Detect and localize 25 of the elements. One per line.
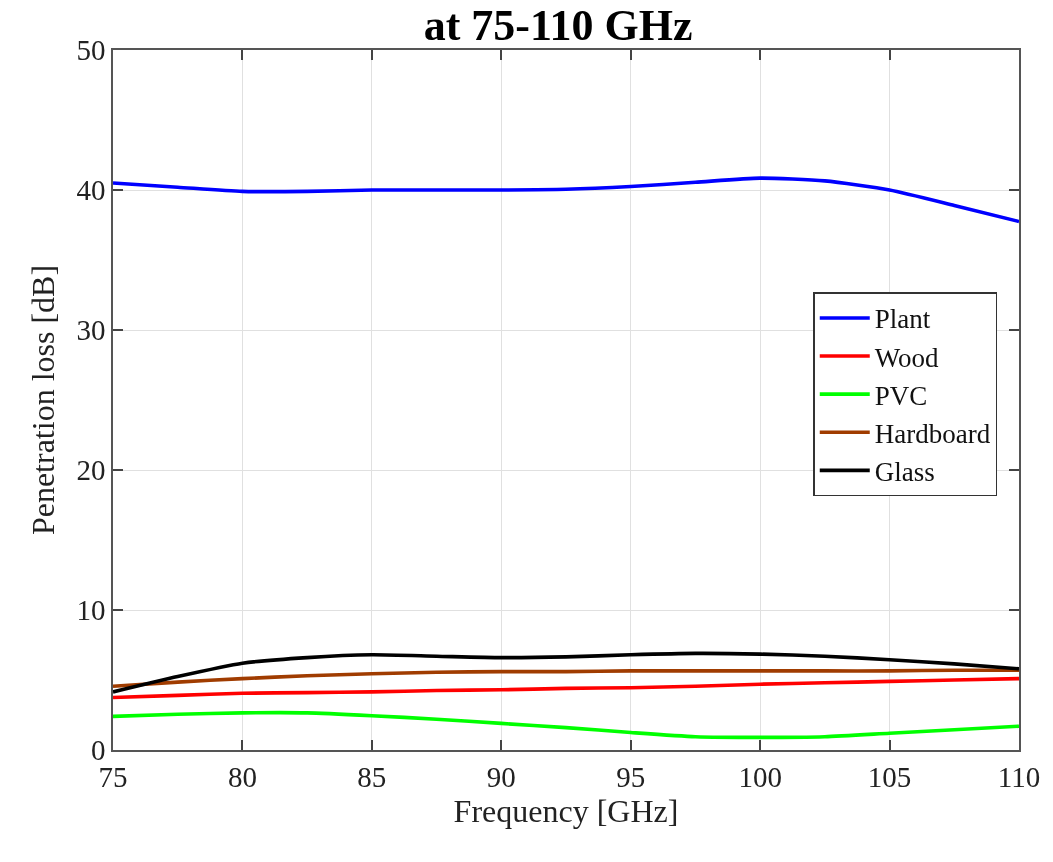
legend-label: Plant xyxy=(874,304,931,335)
line-series xyxy=(113,710,1019,740)
x-tick-label: 110 xyxy=(997,760,1041,793)
x-tick-label: 100 xyxy=(738,760,782,793)
legend-label: PVC xyxy=(874,380,928,411)
x-axis-title: Frequency [GHz] xyxy=(453,792,679,829)
x-tick-label: 105 xyxy=(867,760,912,793)
x-tick-label: 80 xyxy=(227,760,257,793)
y-tick-label: 40 xyxy=(76,174,106,207)
x-tick-label: 85 xyxy=(357,760,387,793)
y-tick-label: 10 xyxy=(76,594,106,627)
y-tick-label: 30 xyxy=(76,314,106,347)
y-axis-title: Penetration loss [dB] xyxy=(25,264,62,536)
chart-title: at 75-110 GHz xyxy=(423,0,693,50)
x-tick-label: 90 xyxy=(486,760,516,793)
line-series xyxy=(113,176,1019,224)
legend-label: Glass xyxy=(874,456,935,487)
line-series xyxy=(113,651,1019,694)
legend-label: Hardboard xyxy=(874,418,991,449)
legend-label: Wood xyxy=(874,342,940,373)
x-tick-label: 95 xyxy=(616,760,646,793)
y-tick-label: 20 xyxy=(76,454,106,487)
line-series xyxy=(113,676,1019,700)
line-series xyxy=(113,668,1019,689)
y-tick-label: 50 xyxy=(76,34,106,67)
